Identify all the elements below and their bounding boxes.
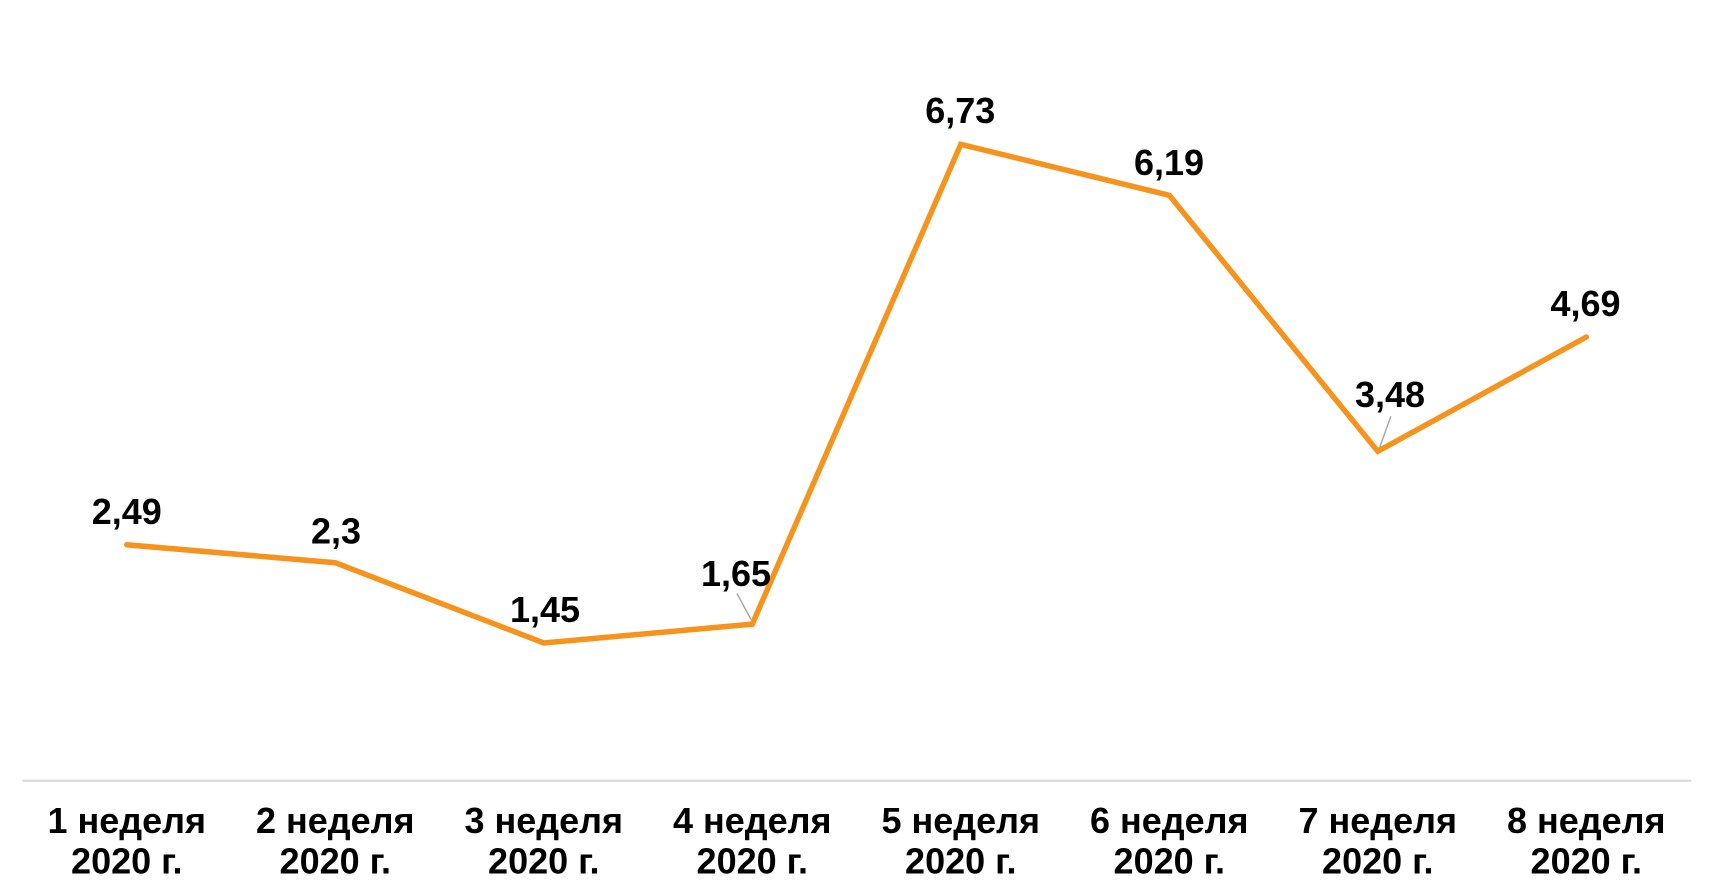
svg-text:2020 г.: 2020 г.: [697, 841, 808, 882]
svg-text:4,69: 4,69: [1550, 283, 1620, 324]
svg-text:1 неделя: 1 неделя: [48, 800, 207, 841]
svg-text:8 неделя: 8 неделя: [1507, 800, 1666, 841]
svg-text:2020 г.: 2020 г.: [1531, 841, 1642, 882]
svg-text:5 неделя: 5 неделя: [882, 800, 1041, 841]
svg-text:2020 г.: 2020 г.: [1114, 841, 1225, 882]
svg-text:7 неделя: 7 неделя: [1299, 800, 1458, 841]
svg-text:2 неделя: 2 неделя: [256, 800, 415, 841]
svg-text:2,3: 2,3: [311, 511, 361, 552]
svg-text:2020 г.: 2020 г.: [488, 841, 599, 882]
svg-text:6,19: 6,19: [1134, 142, 1204, 183]
svg-text:6 неделя: 6 неделя: [1090, 800, 1249, 841]
svg-text:1,65: 1,65: [701, 553, 771, 594]
svg-text:3 неделя: 3 неделя: [465, 800, 624, 841]
svg-text:6,73: 6,73: [925, 90, 995, 131]
svg-text:2020 г.: 2020 г.: [905, 841, 1016, 882]
svg-text:1,45: 1,45: [510, 589, 580, 630]
svg-text:2020 г.: 2020 г.: [71, 841, 182, 882]
svg-text:3,48: 3,48: [1355, 374, 1425, 415]
svg-text:2020 г.: 2020 г.: [280, 841, 391, 882]
svg-text:4 неделя: 4 неделя: [673, 800, 832, 841]
svg-text:2020 г.: 2020 г.: [1322, 841, 1433, 882]
svg-text:2,49: 2,49: [92, 491, 162, 532]
